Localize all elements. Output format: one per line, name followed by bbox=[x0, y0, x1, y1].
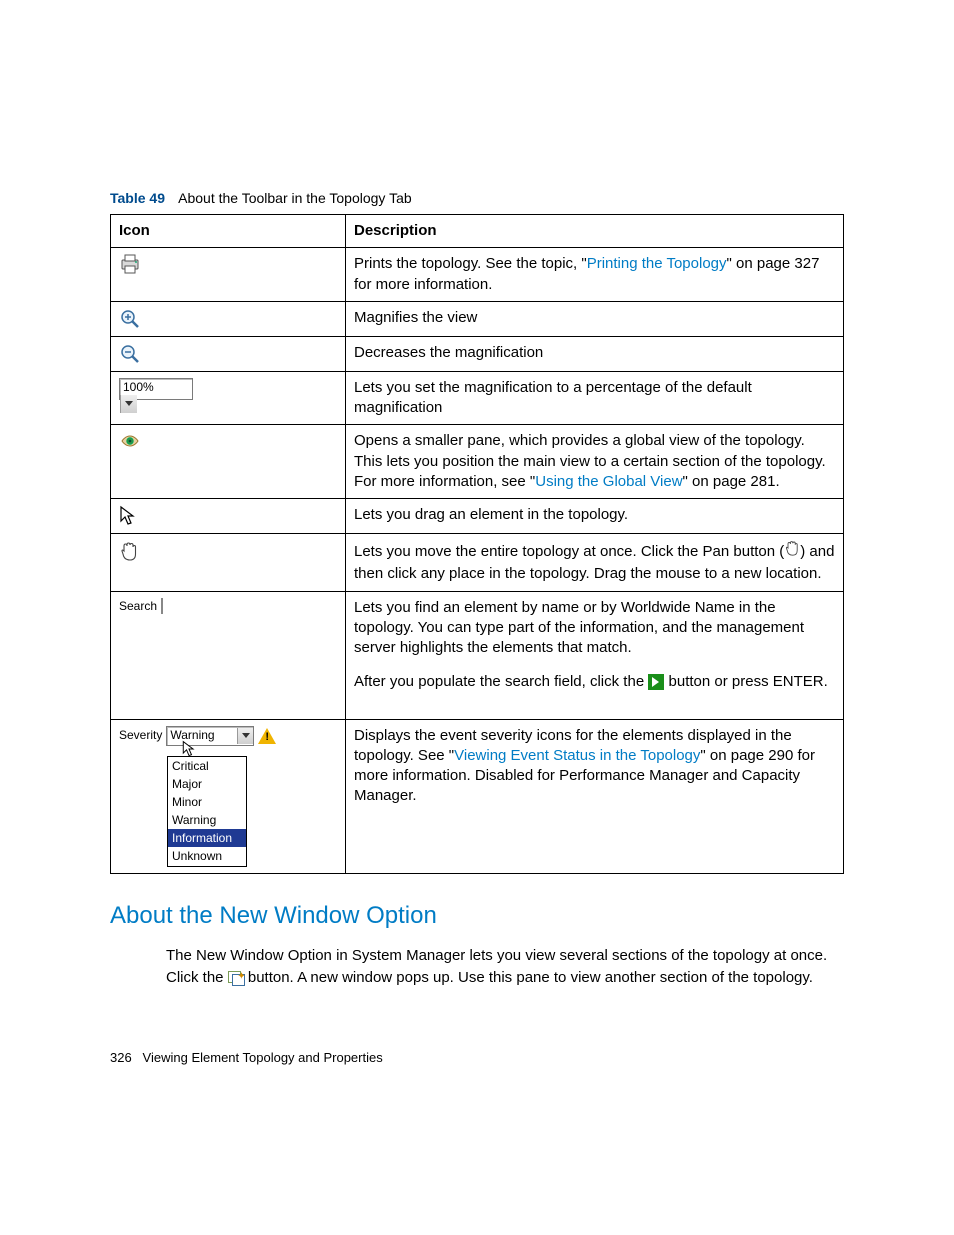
severity-option[interactable]: Critical bbox=[168, 757, 246, 775]
chapter-title: Viewing Element Topology and Properties bbox=[143, 1050, 383, 1065]
table-row: Lets you move the entire topology at onc… bbox=[111, 534, 844, 592]
desc-zoom-out: Decreases the magnification bbox=[346, 336, 844, 371]
table-caption: Table 49 About the Toolbar in the Topolo… bbox=[110, 190, 844, 206]
severity-label: Severity bbox=[119, 727, 162, 743]
pan-hand-icon bbox=[119, 540, 139, 562]
warning-icon bbox=[258, 728, 276, 744]
zoom-out-icon bbox=[119, 343, 141, 365]
table-title: About the Toolbar in the Topology Tab bbox=[178, 190, 412, 206]
desc-severity: Displays the event severity icons for th… bbox=[346, 719, 844, 873]
page-footer: 326 Viewing Element Topology and Propert… bbox=[110, 1050, 844, 1065]
toolbar-table: Icon Description Prints the topology. Se… bbox=[110, 214, 844, 874]
severity-option[interactable]: Major bbox=[168, 775, 246, 793]
new-window-icon[interactable]: ✦ bbox=[228, 971, 244, 985]
chevron-down-icon[interactable] bbox=[120, 395, 137, 413]
desc-drag: Lets you drag an element in the topology… bbox=[346, 499, 844, 534]
header-icon: Icon bbox=[111, 215, 346, 248]
table-row: 100% Lets you set the magnification to a… bbox=[111, 371, 844, 425]
print-icon bbox=[119, 254, 141, 274]
severity-combo[interactable]: Warning bbox=[166, 726, 254, 746]
severity-widget: Severity Warning Critical M bbox=[119, 726, 337, 867]
table-number: Table 49 bbox=[110, 190, 165, 206]
page: Table 49 About the Toolbar in the Topolo… bbox=[0, 0, 954, 1145]
global-view-icon bbox=[119, 431, 141, 451]
table-row: Search Lets you find an element by name … bbox=[111, 591, 844, 719]
severity-option[interactable]: Unknown bbox=[168, 847, 246, 865]
desc-zoom-percent: Lets you set the magnification to a perc… bbox=[346, 371, 844, 425]
section-heading: About the New Window Option bbox=[110, 902, 844, 930]
table-row: Lets you drag an element in the topology… bbox=[111, 499, 844, 534]
search-label: Search bbox=[119, 599, 157, 613]
section-body: The New Window Option in System Manager … bbox=[166, 945, 844, 990]
go-arrow-icon[interactable] bbox=[648, 674, 664, 690]
table-row: Decreases the magnification bbox=[111, 336, 844, 371]
zoom-in-icon bbox=[119, 308, 141, 330]
desc-print: Prints the topology. See the topic, "Pri… bbox=[346, 248, 844, 302]
severity-dropdown-list[interactable]: Critical Major Minor Warning Information… bbox=[167, 756, 247, 867]
table-row: Severity Warning Critical M bbox=[111, 719, 844, 873]
severity-selected: Warning bbox=[167, 727, 237, 743]
table-row: Prints the topology. See the topic, "Pri… bbox=[111, 248, 844, 302]
link-global-view[interactable]: Using the Global View bbox=[535, 473, 682, 490]
search-widget: Search bbox=[119, 598, 337, 614]
severity-option[interactable]: Warning bbox=[168, 811, 246, 829]
zoom-percent-value: 100% bbox=[120, 380, 157, 394]
search-input[interactable] bbox=[161, 598, 163, 614]
desc-pan: Lets you move the entire topology at onc… bbox=[346, 534, 844, 592]
severity-option[interactable]: Information bbox=[168, 829, 246, 847]
desc-zoom-in: Magnifies the view bbox=[346, 301, 844, 336]
drag-cursor-icon bbox=[119, 505, 137, 527]
table-row: Magnifies the view bbox=[111, 301, 844, 336]
page-number: 326 bbox=[110, 1050, 132, 1065]
header-desc: Description bbox=[346, 215, 844, 248]
desc-search: Lets you find an element by name or by W… bbox=[346, 591, 844, 719]
table-row: Opens a smaller pane, which provides a g… bbox=[111, 425, 844, 499]
link-printing-topology[interactable]: Printing the Topology bbox=[587, 255, 727, 272]
zoom-percent-combo[interactable]: 100% bbox=[119, 378, 193, 400]
pan-hand-icon bbox=[784, 539, 800, 563]
link-event-status[interactable]: Viewing Event Status in the Topology bbox=[454, 747, 700, 764]
severity-option[interactable]: Minor bbox=[168, 793, 246, 811]
desc-global-view: Opens a smaller pane, which provides a g… bbox=[346, 425, 844, 499]
chevron-down-icon[interactable] bbox=[237, 728, 253, 744]
